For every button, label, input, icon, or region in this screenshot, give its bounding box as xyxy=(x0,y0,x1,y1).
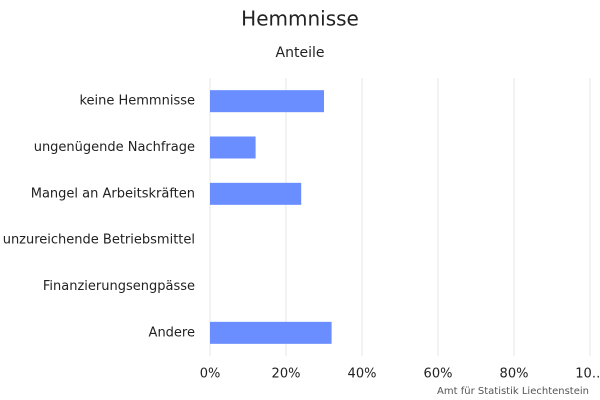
chart-subtitle: Anteile xyxy=(276,45,325,61)
x-tick-label: 40% xyxy=(348,367,377,382)
x-tick-label: 10… xyxy=(575,367,600,382)
bar xyxy=(210,182,302,205)
bar xyxy=(210,136,256,159)
y-tick-label: keine Hemmnisse xyxy=(79,94,195,109)
y-tick-label: Finanzierungsengpässe xyxy=(43,279,195,294)
bar xyxy=(210,90,324,113)
chart-title: Hemmnisse xyxy=(241,7,359,31)
credit: Amt für Statistik Liechtenstein xyxy=(437,386,589,397)
y-tick-label: unzureichende Betriebsmittel xyxy=(3,233,195,248)
bar xyxy=(210,321,332,344)
x-tick-label: 80% xyxy=(500,367,529,382)
x-tick-label: 60% xyxy=(424,367,453,382)
x-tick-label: 20% xyxy=(272,367,301,382)
x-tick-label: 0% xyxy=(200,367,221,382)
y-tick-label: Andere xyxy=(149,325,195,340)
y-tick-label: ungenügende Nachfrage xyxy=(34,140,195,155)
y-tick-label: Mangel an Arbeitskräften xyxy=(31,186,195,201)
